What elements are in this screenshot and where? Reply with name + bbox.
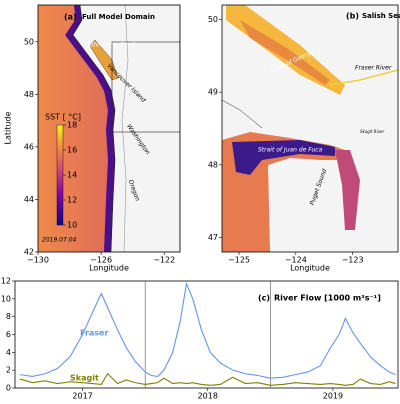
series-line [19, 372, 396, 386]
y-tick-label: 2 [6, 366, 11, 375]
panel-label: (a) [64, 13, 77, 22]
date-label: 2019.07.04 [42, 237, 77, 244]
x-tick-label: −122 [153, 256, 175, 265]
x-tick-label: 2019 [323, 392, 343, 401]
series-line [19, 281, 396, 379]
y-tick-label: 0 [6, 384, 11, 393]
y-tick-label: 46 [24, 142, 34, 151]
y-tick-label: 10 [1, 294, 11, 303]
annotation: Skagit River [360, 129, 385, 134]
annotation: Strait of Juan de Fuca [258, 147, 323, 154]
colorbar-tick-label: 12 [67, 196, 77, 205]
annotation: Johnstone Strait [87, 42, 137, 49]
y-tick-label: 49 [208, 88, 218, 97]
x-tick-label: −126 [90, 256, 112, 265]
x-tick-label: −125 [228, 256, 250, 265]
colorbar-label: SST [ °C] [45, 113, 81, 122]
x-tick-label: −123 [342, 256, 364, 265]
y-tick-label: 47 [208, 233, 218, 242]
y-axis-label: Latitude [4, 111, 13, 144]
y-tick-label: 50 [208, 15, 218, 24]
y-tick-label: 12 [1, 277, 11, 286]
panel-title: River Flow [1000 m³s⁻¹] [274, 294, 381, 303]
frame [221, 4, 399, 253]
y-tick-label: 50 [24, 37, 34, 46]
y-tick-label: 48 [24, 90, 34, 99]
panel-title: Salish Sea [362, 12, 400, 20]
y-tick-label: 6 [6, 330, 11, 339]
y-tick-label: 8 [6, 312, 11, 321]
frame [37, 4, 181, 253]
x-tick-label: 2017 [72, 392, 92, 401]
panel-label: (c) [258, 294, 270, 303]
panel-label: (b) [346, 12, 359, 21]
map-b [222, 5, 398, 252]
y-tick-label: 4 [6, 348, 11, 357]
colorbar-tick-label: 14 [67, 171, 77, 180]
y-tick-label: 48 [208, 160, 218, 169]
colorbar-tick-label: 10 [67, 221, 77, 230]
x-axis-label: Longitude [290, 264, 330, 273]
colorbar-tick-label: 18 [67, 121, 77, 130]
y-tick-label: 44 [24, 195, 34, 204]
x-axis-label: Longitude [89, 264, 129, 273]
colorbar-tick-label: 16 [67, 146, 77, 155]
series-label: Fraser [80, 329, 108, 338]
colorbar [56, 124, 64, 226]
y-tick-label: 42 [24, 248, 34, 257]
annotation: Fraser River [355, 65, 392, 72]
x-tick-label: 2018 [198, 392, 218, 401]
panel-title: Full Model Domain [82, 13, 155, 21]
x-tick-label: −124 [285, 256, 307, 265]
x-tick-label: −130 [27, 256, 49, 265]
series-label: Skagit [70, 374, 99, 383]
